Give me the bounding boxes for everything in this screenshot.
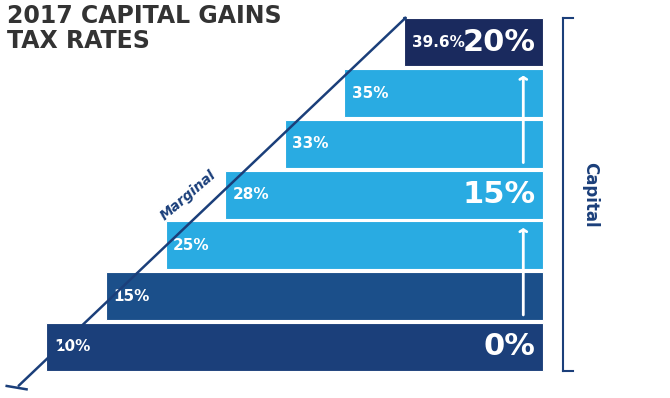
Text: 35%: 35% [352, 86, 389, 101]
Bar [165, 221, 543, 269]
Text: 15%: 15% [113, 289, 150, 304]
Bar [225, 171, 543, 219]
Text: 0%: 0% [484, 332, 536, 361]
Text: Marginal: Marginal [158, 168, 219, 223]
Text: 20%: 20% [463, 28, 536, 57]
Text: 33%: 33% [292, 137, 329, 151]
Text: 28%: 28% [232, 187, 269, 202]
Bar [285, 120, 543, 168]
Bar [46, 323, 543, 371]
Text: 2017 CAPITAL GAINS
TAX RATES: 2017 CAPITAL GAINS TAX RATES [7, 4, 281, 53]
Text: 39.6%: 39.6% [411, 35, 464, 50]
Text: 25%: 25% [173, 238, 210, 253]
Text: 10%: 10% [54, 339, 90, 355]
Bar [404, 18, 543, 66]
Text: 15%: 15% [462, 180, 536, 209]
Bar [106, 272, 543, 320]
Bar [344, 69, 543, 117]
Text: Capital: Capital [582, 162, 600, 227]
